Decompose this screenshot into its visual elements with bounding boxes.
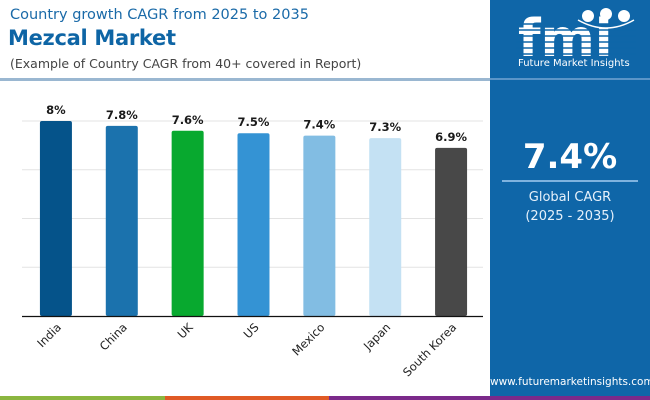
logo-text: Future Market Insights	[518, 58, 630, 69]
data-label: 8%	[46, 103, 66, 117]
bar-south-korea	[435, 147, 468, 316]
chart-note: (Example of Country CAGR from 40+ covere…	[10, 56, 362, 71]
data-labels: 8% 7.8% 7.6% 7.5% 7.4% 7.3% 6.9%	[46, 103, 467, 144]
x-tick-label: India	[34, 320, 64, 350]
header-divider	[0, 78, 490, 81]
x-tick-label: US	[241, 320, 262, 341]
fmi-logo: fmi	[516, 8, 636, 69]
bars	[39, 121, 468, 316]
bottom-bar-purple	[329, 396, 650, 400]
logo-divider	[490, 78, 650, 80]
bar-india	[39, 121, 72, 316]
data-label: 7.6%	[172, 113, 204, 127]
data-label: 7.3%	[369, 120, 401, 134]
x-tick-label: Mexico	[289, 320, 327, 358]
website-link[interactable]: www.futuremarketinsights.com	[490, 376, 650, 388]
bar-japan	[369, 138, 402, 316]
bar-mexico	[303, 135, 336, 316]
x-tick-label: China	[97, 320, 130, 353]
x-tick-label: Japan	[360, 320, 393, 353]
side-panel	[490, 0, 650, 400]
global-cagr-label: Global CAGR (2025 - 2035)	[490, 188, 650, 226]
chart-title: Mezcal Market	[8, 26, 176, 50]
globe-icon	[600, 8, 612, 20]
data-label: 7.8%	[106, 108, 138, 122]
x-tick-labels: India China UK US Mexico Japan South Korea	[34, 320, 459, 379]
bottom-bar-orange	[165, 396, 329, 400]
logo-mark: fmi	[518, 9, 613, 69]
bottom-bar-green	[0, 396, 165, 400]
chart-subtitle: Country growth CAGR from 2025 to 2035	[10, 7, 309, 23]
globe-icon	[618, 10, 630, 22]
global-cagr-period: (2025 - 2035)	[525, 209, 615, 224]
global-cagr-title: Global CAGR	[528, 190, 612, 205]
globe-icon	[582, 10, 594, 22]
data-label: 7.4%	[303, 118, 335, 132]
global-cagr-value: 7.4%	[522, 137, 618, 177]
bar-uk	[171, 130, 204, 316]
cagr-divider	[502, 180, 638, 182]
data-label: 6.9%	[435, 130, 467, 144]
data-label: 7.5%	[238, 115, 270, 129]
bar-us	[237, 133, 270, 316]
x-tick-label: South Korea	[400, 320, 459, 379]
bar-china	[105, 125, 138, 316]
x-tick-label: UK	[175, 320, 197, 342]
bar-chart: 8% 7.8% 7.6% 7.5% 7.4% 7.3% 6.9% India China UK U…	[22, 103, 483, 379]
